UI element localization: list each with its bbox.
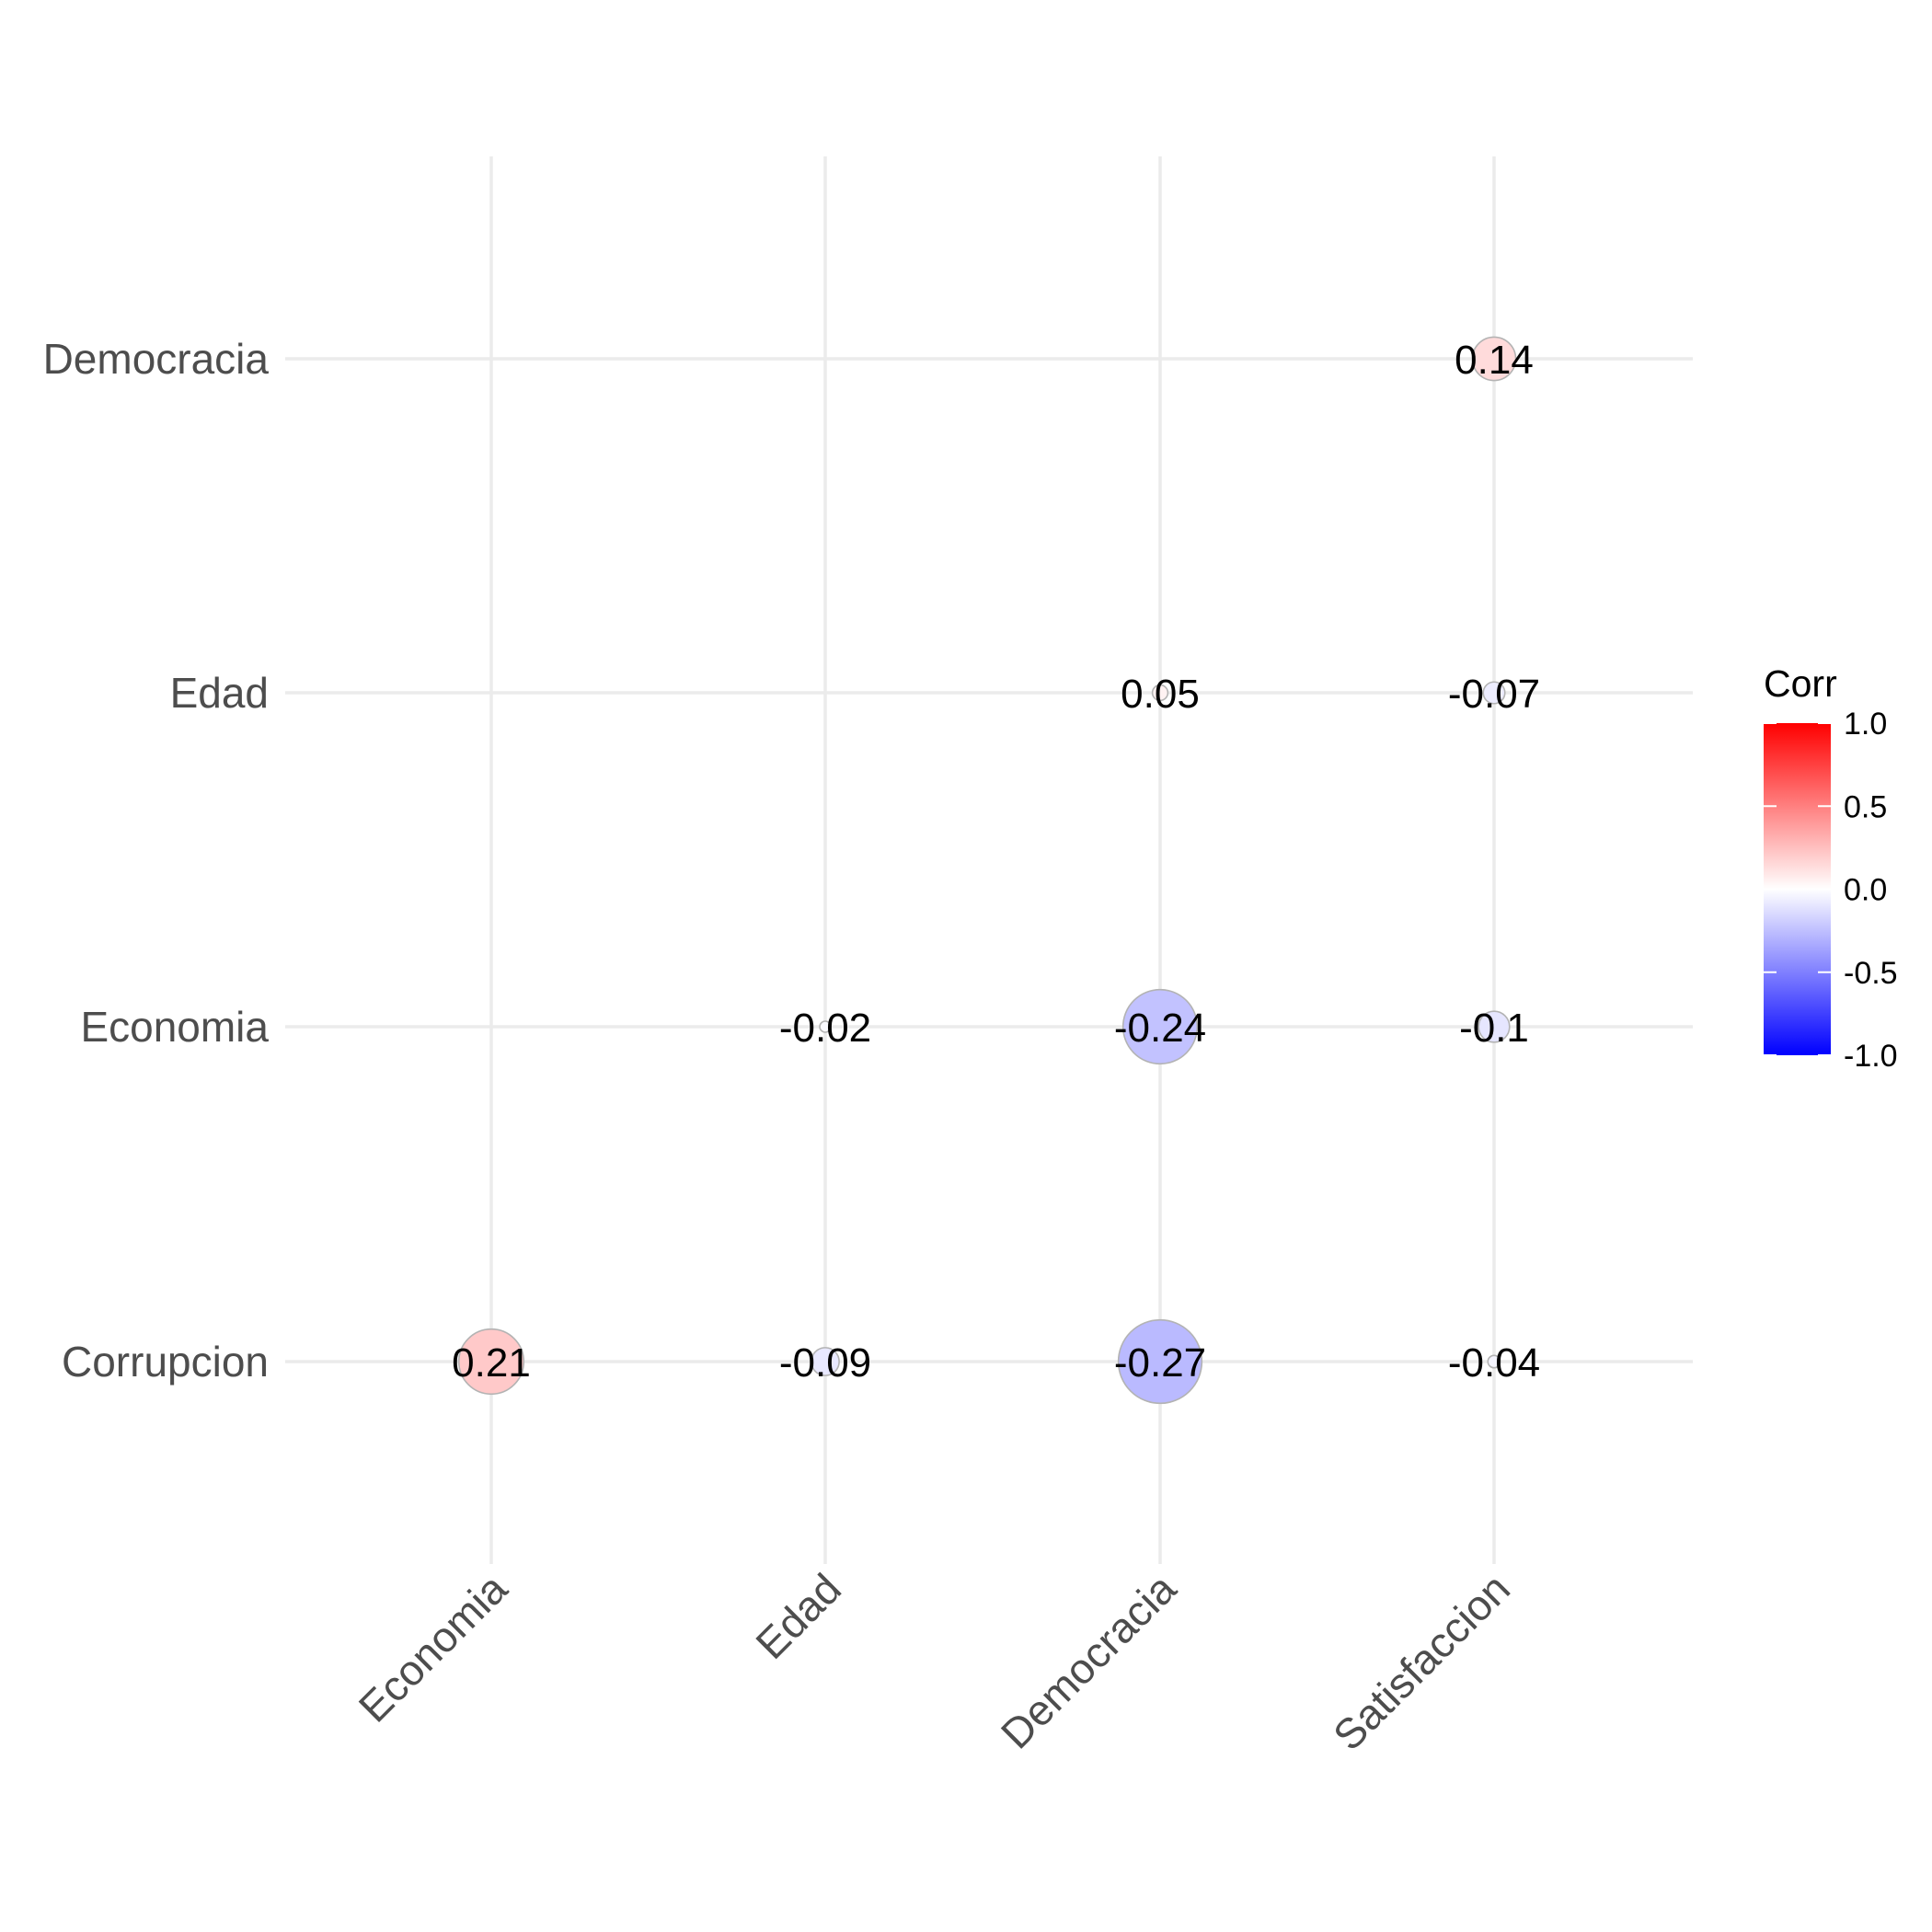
cell-label-edad-satisfaccion: -0.07 — [1448, 672, 1540, 717]
bubble-edad-democracia — [1151, 684, 1169, 702]
cell-label-corrupcion-economia: 0.21 — [452, 1340, 531, 1386]
bubble-corrupcion-economia — [457, 1328, 525, 1396]
cell-label-layer: 0.21 -0.09 -0.27 -0.04 -0.02 -0.24 -0.1 0.05 -0.… — [452, 338, 1540, 1386]
bubble-democracia-satisfaccion — [1471, 336, 1517, 382]
legend-tick-label: 1.0 — [1844, 707, 1887, 742]
bubble-economia-democracia — [1121, 988, 1199, 1065]
x-axis-label-economia: Economia — [350, 1564, 517, 1731]
legend: Corr 1.0 0.5 0.0 -0.5 -1.0 — [1764, 662, 1898, 1074]
bubble-economia-satisfaccion — [1478, 1010, 1511, 1043]
cell-label-democracia-satisfaccion: 0.14 — [1455, 338, 1534, 383]
bubble-corrupcion-democracia — [1117, 1318, 1203, 1405]
cell-label-corrupcion-satisfaccion: -0.04 — [1448, 1340, 1540, 1386]
y-axis-label-edad: Edad — [170, 669, 269, 717]
cell-label-economia-edad: -0.02 — [779, 1006, 871, 1051]
legend-tick-label: 0.5 — [1844, 789, 1887, 824]
bubble-corrupcion-satisfaccion — [1487, 1354, 1501, 1369]
x-axis-label-democracia: Democracia — [992, 1564, 1186, 1758]
x-axis-label-edad: Edad — [746, 1564, 850, 1668]
cell-label-corrupcion-edad: -0.09 — [779, 1340, 871, 1386]
cell-label-edad-democracia: 0.05 — [1121, 672, 1200, 717]
bubble-layer — [457, 336, 1517, 1405]
bubble-economia-edad — [819, 1020, 832, 1033]
legend-title: Corr — [1764, 662, 1837, 705]
x-axis-label-satisfaccion: Satisfaccion — [1324, 1564, 1519, 1759]
y-axis-label-economia: Economia — [80, 1003, 269, 1051]
bubble-edad-satisfaccion — [1482, 681, 1506, 705]
y-axis-label-corrupcion: Corrupcion — [62, 1338, 269, 1386]
legend-ticks: 1.0 0.5 0.0 -0.5 -1.0 — [1764, 707, 1898, 1074]
legend-tick-label: -1.0 — [1844, 1039, 1898, 1074]
bubble-corrupcion-edad — [811, 1347, 840, 1376]
legend-tick-label: -0.5 — [1844, 956, 1898, 991]
legend-tick-label: 0.0 — [1844, 873, 1887, 908]
cell-label-economia-democracia: -0.24 — [1114, 1006, 1206, 1051]
y-axis-label-democracia: Democracia — [43, 335, 270, 383]
cell-label-economia-satisfaccion: -0.1 — [1459, 1006, 1529, 1051]
cell-label-corrupcion-democracia: -0.27 — [1114, 1340, 1206, 1386]
